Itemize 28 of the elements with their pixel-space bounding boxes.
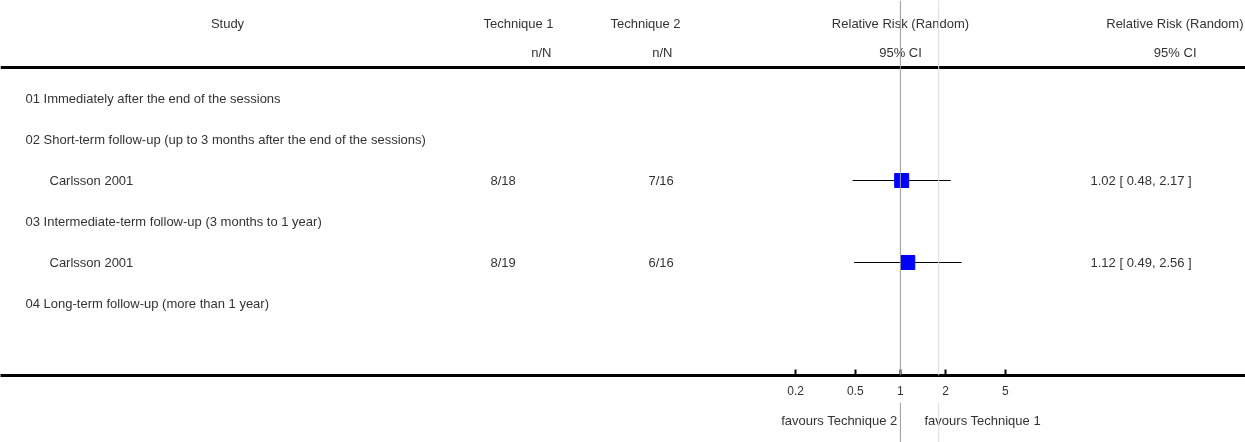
text: n/N bbox=[531, 45, 552, 60]
annotation: 7/16 bbox=[648, 173, 674, 188]
x-tick-label: 1 bbox=[897, 383, 905, 398]
x-tick-label: 0.2 bbox=[787, 383, 805, 398]
y-tick-label: Carlsson 2001 bbox=[49, 173, 134, 188]
text: n/N bbox=[652, 45, 673, 60]
text: favours Technique 2 bbox=[781, 413, 898, 428]
annotation: 6/16 bbox=[648, 255, 674, 270]
x-tick-label: 5 bbox=[1001, 383, 1009, 398]
y-tick-label: 01 Immediately after the end of the sessions bbox=[25, 91, 282, 106]
text: Study bbox=[210, 16, 245, 31]
annotation: 8/18 bbox=[490, 173, 516, 188]
annotation: 1.12 [ 0.49, 2.56 ] bbox=[1090, 255, 1192, 270]
text: Relative Risk (Random) bbox=[1106, 16, 1244, 31]
text: Technique 1 bbox=[483, 16, 554, 31]
y-tick-label: 04 Long-term follow-up (more than 1 year) bbox=[25, 296, 270, 311]
text: 95% CI bbox=[1153, 45, 1197, 60]
text: favours Technique 1 bbox=[924, 413, 1041, 428]
x-tick-label: 0.5 bbox=[846, 383, 864, 398]
text: 95% CI bbox=[879, 45, 922, 60]
y-tick-label: Carlsson 2001 bbox=[49, 255, 134, 270]
y-tick-label: 03 Intermediate-term follow-up (3 months to 1 year) bbox=[25, 214, 322, 229]
y-tick-label: 02 Short-term follow-up (up to 3 months after the end of the sessions) bbox=[25, 132, 426, 147]
text: Relative Risk (Random) bbox=[831, 16, 970, 31]
annotation: 8/19 bbox=[490, 255, 516, 270]
annotation: 1.02 [ 0.48, 2.17 ] bbox=[1090, 173, 1192, 188]
x-tick-label: 2 bbox=[942, 383, 950, 398]
text: Technique 2 bbox=[610, 16, 681, 31]
